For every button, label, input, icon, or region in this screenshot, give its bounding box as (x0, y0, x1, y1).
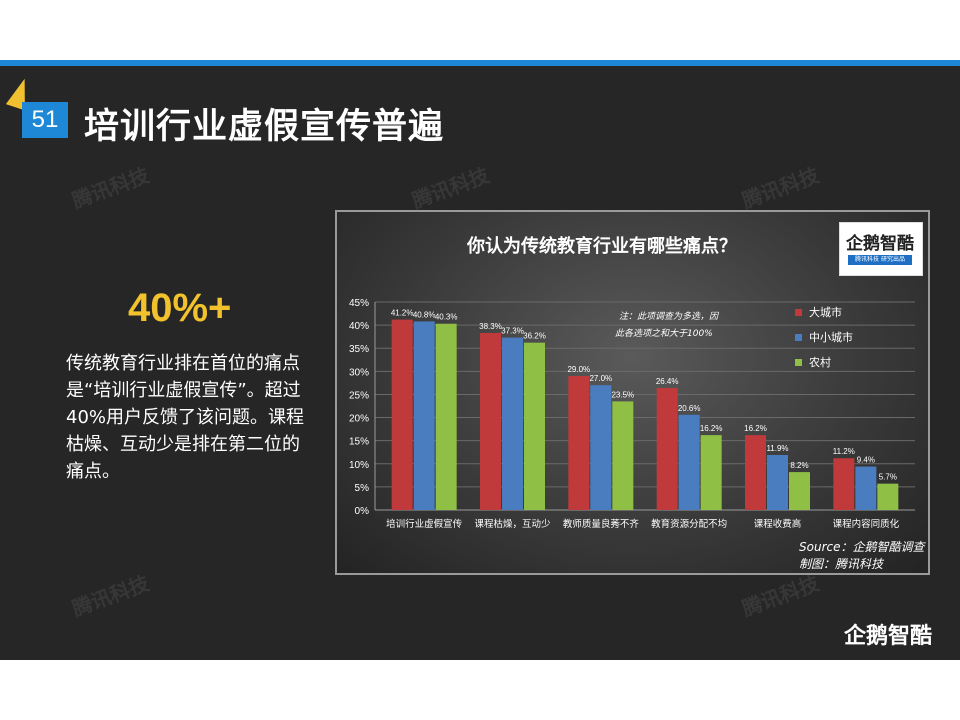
data-label: 36.2% (523, 332, 546, 341)
y-tick-label: 45% (349, 298, 369, 309)
x-tick-label: 课程枯燥，互动少 (474, 518, 551, 530)
data-label: 5.7% (879, 473, 897, 482)
legend-label: 农村 (809, 355, 831, 369)
bar (568, 375, 590, 510)
credit-text: 制图：腾讯科技 (799, 557, 884, 571)
data-label: 23.5% (611, 390, 634, 399)
data-label: 20.6% (678, 404, 701, 413)
watermark: 腾讯科技 (68, 162, 153, 213)
y-tick-label: 30% (349, 367, 369, 378)
data-label: 27.0% (589, 374, 612, 383)
data-label: 38.3% (479, 322, 502, 331)
data-label: 41.2% (391, 309, 414, 318)
brand-logo: 企鹅智酷 (844, 624, 933, 649)
chart-note: 注：此项调查为多选，因 (619, 311, 720, 322)
bar (745, 435, 766, 510)
description-text: 传统教育行业排在首位的痛点是“培训行业虚假宣传”。超过40%用户反馈了该问题。课… (66, 353, 305, 482)
slide: 51 培训行业虚假宣传普遍 腾讯科技 腾讯科技 腾讯科技 腾讯科技 腾讯科技 4… (0, 60, 960, 660)
watermark: 腾讯科技 (738, 570, 823, 621)
y-tick-label: 15% (349, 437, 369, 448)
bar (789, 472, 810, 510)
bar (656, 387, 678, 510)
bar (700, 435, 722, 510)
bar (502, 337, 523, 510)
bar (612, 401, 634, 510)
bar-chart: 0% 5% 10% 15% 20% 25% 30% 35% 40% 45% 41.2% 40.8% 40… (349, 298, 915, 530)
bar (391, 319, 413, 510)
legend-label: 中小城市 (809, 330, 853, 344)
bar (480, 332, 501, 510)
data-label: 16.2% (744, 424, 767, 433)
chart-note: 此各选项之和大于100% (615, 328, 713, 339)
y-tick-label: 10% (349, 460, 369, 471)
data-label: 40.8% (413, 310, 436, 319)
data-label: 40.3% (435, 313, 458, 322)
y-tick-label: 35% (349, 344, 369, 355)
data-label: 16.2% (700, 424, 723, 433)
bar (855, 466, 877, 510)
top-rule (0, 60, 960, 66)
bar (877, 483, 899, 510)
data-label: 9.4% (857, 456, 875, 465)
source-text: Source：企鹅智酷调查 (799, 540, 925, 554)
chart-panel: 你认为传统教育行业有哪些痛点？ 0% 5% 10% 15% 20% 25% 30% 35% 40… (335, 210, 930, 575)
legend-swatch (795, 359, 802, 366)
chart-logo: 企鹅智酷 腾讯科技 研究出品 (839, 222, 923, 276)
highlight-stat: 40%+ (128, 286, 232, 330)
x-tick-label: 教师质量良莠不齐 (563, 518, 640, 530)
watermark: 腾讯科技 (738, 162, 823, 213)
bar (767, 454, 788, 510)
bar (435, 323, 457, 510)
y-tick-label: 5% (355, 483, 370, 494)
bar (524, 342, 545, 510)
data-label: 8.2% (790, 461, 808, 470)
bar (590, 385, 612, 510)
watermark: 腾讯科技 (68, 570, 153, 621)
slide-title: 培训行业虚假宣传普遍 (84, 107, 445, 147)
data-label: 11.9% (766, 444, 788, 453)
page-number: 51 (22, 102, 68, 138)
y-tick-label: 40% (349, 321, 369, 332)
y-tick-label: 20% (349, 414, 369, 425)
data-label: 11.2% (833, 447, 855, 456)
data-label: 26.4% (656, 377, 679, 386)
x-tick-label: 培训行业虚假宣传 (386, 518, 463, 530)
data-label: 37.3% (501, 327, 524, 336)
data-label: 29.0% (567, 365, 590, 374)
x-tick-label: 教育资源分配不均 (651, 518, 727, 530)
legend-swatch (795, 309, 802, 316)
bar (678, 414, 700, 510)
y-tick-label: 25% (349, 390, 369, 401)
bar (833, 458, 855, 510)
chart-logo-name: 企鹅智酷 (846, 234, 914, 254)
x-tick-label: 课程内容同质化 (833, 518, 900, 530)
y-tick-label: 0% (355, 506, 370, 517)
chart-logo-subtitle: 腾讯科技 研究出品 (848, 255, 912, 265)
legend-swatch (795, 334, 802, 341)
watermark: 腾讯科技 (408, 162, 493, 213)
legend-label: 大城市 (809, 305, 842, 319)
x-tick-label: 课程收费高 (754, 518, 802, 530)
bar (413, 321, 435, 510)
chart-title: 你认为传统教育行业有哪些痛点？ (467, 236, 737, 257)
